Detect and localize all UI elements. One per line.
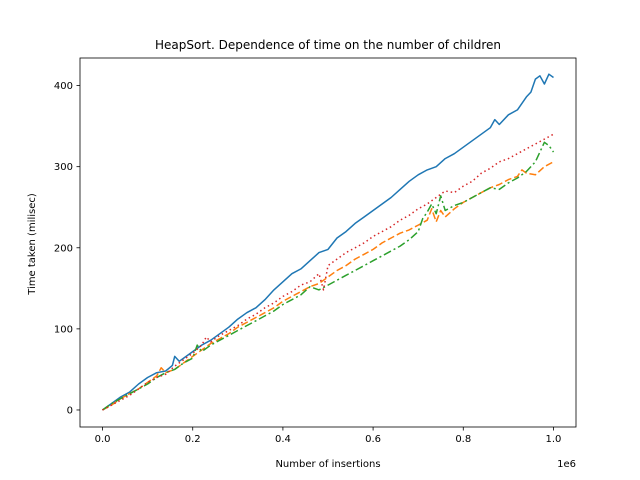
series-line-2 bbox=[102, 161, 554, 411]
x-tick-label: 1.0 bbox=[546, 434, 562, 445]
y-tick-label: 0 bbox=[67, 405, 73, 416]
x-tick-label: 0.2 bbox=[185, 434, 201, 445]
y-tick-label: 300 bbox=[54, 162, 73, 173]
x-tick-label: 0.8 bbox=[455, 434, 471, 445]
chart-title: HeapSort. Dependence of time on the numb… bbox=[155, 38, 501, 52]
axes-layer: 0.0 0.2 0.4 0.6 0.8 1.0 0 100 200 300 400 bbox=[54, 57, 577, 445]
y-axis-title: Time taken (milisec) bbox=[27, 193, 38, 296]
y-tick-label: 100 bbox=[54, 324, 73, 335]
series-layer bbox=[102, 73, 555, 411]
series-line-1 bbox=[102, 73, 554, 411]
series-line-3 bbox=[102, 141, 555, 411]
x-axis-offset-label: 1e6 bbox=[557, 459, 576, 470]
x-axis-title: Number of insertions bbox=[275, 459, 380, 470]
axes-frame bbox=[79, 57, 577, 428]
x-tick-label: 0.4 bbox=[275, 434, 291, 445]
x-tick-label: 0.0 bbox=[95, 434, 111, 445]
y-tick-label: 200 bbox=[54, 243, 73, 254]
x-tick-label: 0.6 bbox=[365, 434, 381, 445]
y-tick-label: 400 bbox=[54, 81, 73, 92]
series-line-4 bbox=[102, 133, 554, 411]
